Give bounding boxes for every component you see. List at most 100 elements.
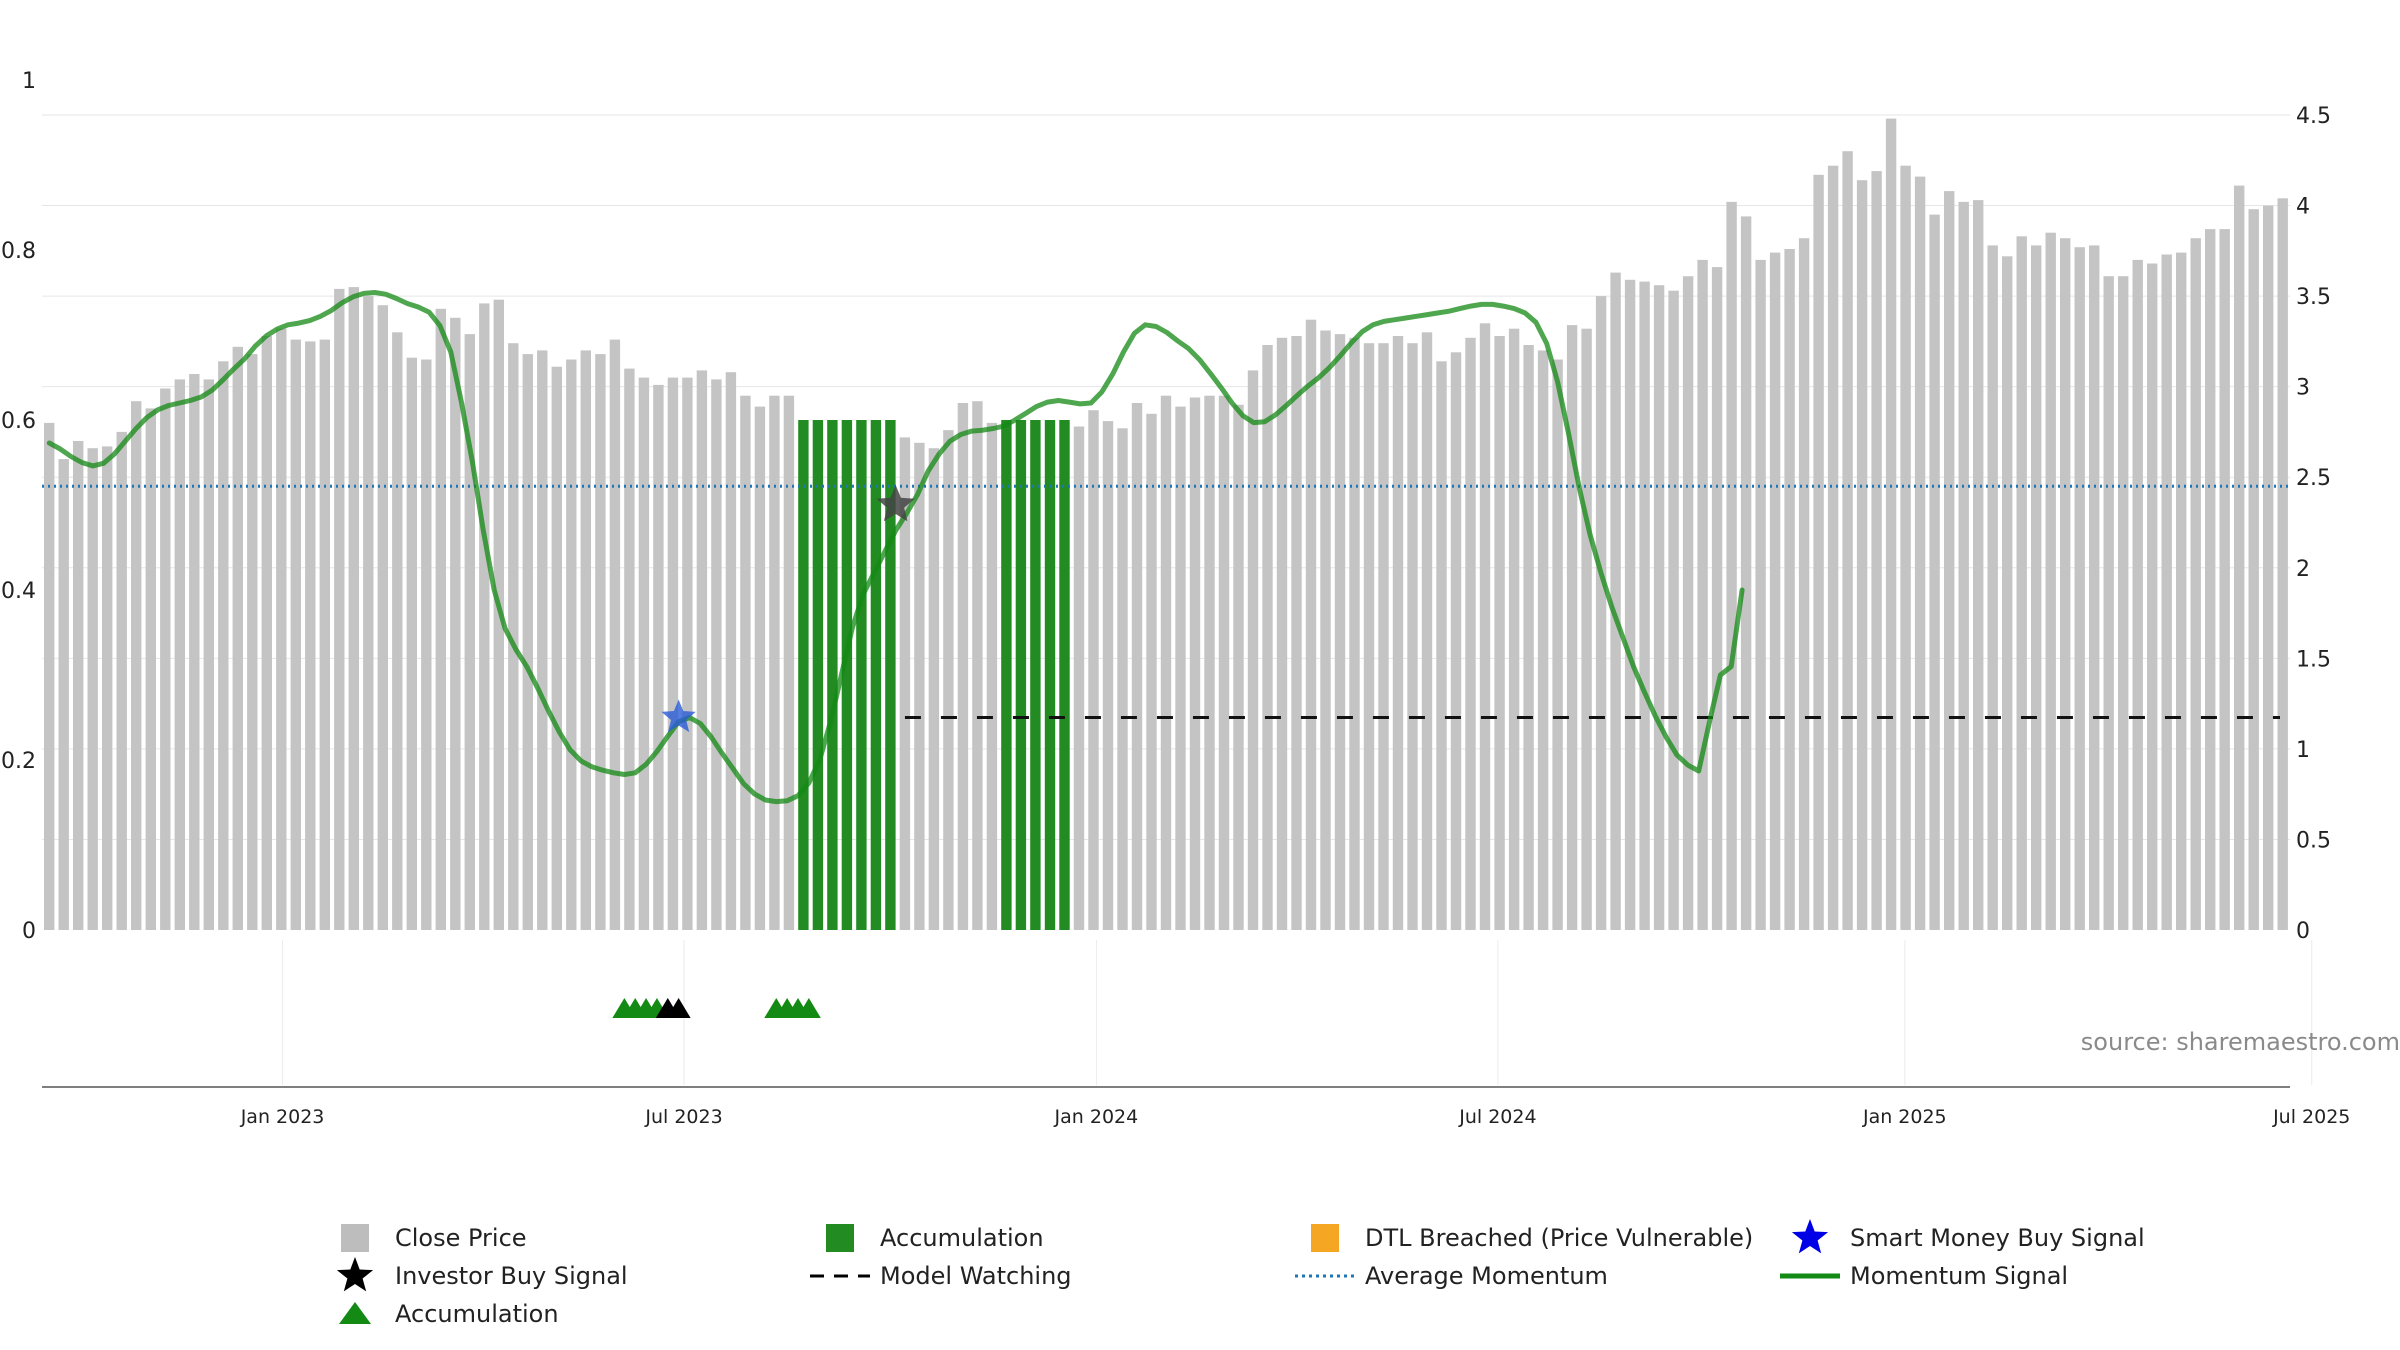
close-price-bar <box>145 408 156 930</box>
close-price-bar <box>1885 118 1897 931</box>
y-right-tick-label: 4 <box>2296 195 2310 220</box>
accumulation-bar <box>827 420 838 930</box>
investor-buy-signal-star <box>876 485 915 522</box>
close-price-bar <box>928 448 940 930</box>
close-price-bar <box>479 303 490 930</box>
close-price-bar <box>1653 285 1665 930</box>
orange-square-icon <box>1311 1224 1339 1252</box>
close-price-bar <box>1305 319 1317 930</box>
close-price-bar <box>1566 325 1578 931</box>
close-price-bar <box>1639 281 1650 931</box>
accumulation-bar <box>1030 420 1041 930</box>
chart-axes: 0 0.5 1 1.5 2 2.5 3 3.5 4 4.5 0 0.2 0.4 0.6 0.8 1 Jan 20… <box>1 69 2350 1128</box>
close-price-bar <box>2118 276 2129 930</box>
y-left-tick-label: 0 <box>22 919 36 944</box>
close-price-bar <box>1175 406 1186 931</box>
close-price-bar <box>1581 328 1592 930</box>
close-price-bar <box>1276 337 1288 930</box>
chart-legend: Close Price Accumulation DTL Breached (Pri… <box>336 1219 2145 1328</box>
chart-overlays <box>42 290 2290 805</box>
close-price-bar <box>406 357 417 930</box>
black-star-icon <box>336 1257 374 1292</box>
smart-money-buy-signal-star <box>661 699 696 733</box>
close-price-bar <box>638 377 650 931</box>
close-price-bar <box>1813 174 1824 931</box>
close-price-bar <box>2045 232 2056 930</box>
close-price-bar <box>551 366 562 930</box>
close-price-bar <box>711 379 722 930</box>
close-price-bar <box>1856 180 1868 930</box>
y-right-tick-label: 3.5 <box>2296 285 2331 310</box>
signal-markers-strip <box>612 998 821 1018</box>
close-price-bar <box>1131 403 1143 930</box>
close-price-bar <box>986 422 998 930</box>
close-price-bar <box>1668 290 1679 930</box>
y-left-tick-label: 0.4 <box>1 579 36 604</box>
legend-label: Model Watching <box>880 1262 1072 1290</box>
close-price-bar <box>1218 395 1230 930</box>
close-price-bar <box>2205 229 2216 931</box>
close-price-bar <box>450 317 461 930</box>
blue-star-icon <box>1791 1219 1829 1254</box>
y-right-tick-label: 0.5 <box>2296 828 2331 853</box>
close-price-bar <box>682 377 693 931</box>
close-price-bar <box>1523 345 1534 930</box>
x-tick-label: Jan 2024 <box>1054 1106 1139 1128</box>
close-price-bar <box>1552 359 1563 930</box>
close-price-bar <box>1871 171 1882 931</box>
y-left-tick-label: 0.8 <box>1 239 36 264</box>
close-price-bar <box>2263 205 2274 931</box>
close-price-bar <box>131 401 142 930</box>
y-right-tick-label: 3 <box>2296 376 2310 401</box>
close-price-bar <box>189 374 200 930</box>
accumulation-bar <box>1015 420 1027 930</box>
close-price-bar <box>1479 323 1491 930</box>
close-price-bar <box>1334 334 1346 931</box>
close-price-bar <box>377 305 388 930</box>
close-price-bar <box>1349 337 1360 930</box>
close-price-bar <box>1740 216 1752 930</box>
accumulation-bar <box>870 420 882 930</box>
close-price-bar <box>1958 201 1969 930</box>
close-price-bar <box>1450 352 1462 930</box>
close-price-bar <box>769 395 780 930</box>
close-price-bar <box>1233 404 1244 930</box>
x-tick-label: Jan 2023 <box>240 1106 325 1128</box>
close-price-bar <box>2248 209 2259 930</box>
close-price-bar <box>421 359 432 930</box>
close-price-bar <box>1537 350 1549 930</box>
close-price-bar <box>319 339 330 931</box>
close-price-bar <box>290 339 301 931</box>
close-price-bar <box>1117 428 1128 930</box>
close-price-bar <box>2016 236 2027 931</box>
close-price-bar <box>1726 201 1737 930</box>
x-tick-label: Jul 2023 <box>644 1106 722 1128</box>
close-price-bar <box>1378 343 1389 930</box>
close-price-bar <box>160 388 171 930</box>
close-price-bar <box>522 354 533 931</box>
close-price-bar <box>2161 254 2172 930</box>
close-price-bar <box>667 377 679 931</box>
close-price-bar <box>73 441 84 930</box>
close-price-bar <box>1784 249 1795 930</box>
close-price-bar <box>595 354 606 931</box>
close-price-bar <box>609 339 621 931</box>
legend-label: DTL Breached (Price Vulnerable) <box>1365 1224 1753 1252</box>
close-price-bar <box>725 372 737 930</box>
close-price-bar <box>1146 413 1157 930</box>
legend-label: Accumulation <box>880 1224 1044 1252</box>
close-price-bar <box>2190 238 2201 930</box>
close-price-bar <box>899 437 911 930</box>
close-price-bar <box>1392 336 1404 930</box>
legend-label: Average Momentum <box>1365 1262 1608 1290</box>
close-price-bar <box>2277 198 2288 931</box>
close-price-bar <box>348 287 359 931</box>
gray-square-icon <box>341 1224 369 1252</box>
close-price-bar <box>2132 259 2143 930</box>
close-price-bar <box>1189 397 1201 930</box>
source-label: source: sharemaestro.com <box>2081 1028 2400 1056</box>
close-price-bar <box>247 354 258 931</box>
close-price-bar <box>580 350 591 930</box>
close-price-bar <box>1494 336 1505 930</box>
